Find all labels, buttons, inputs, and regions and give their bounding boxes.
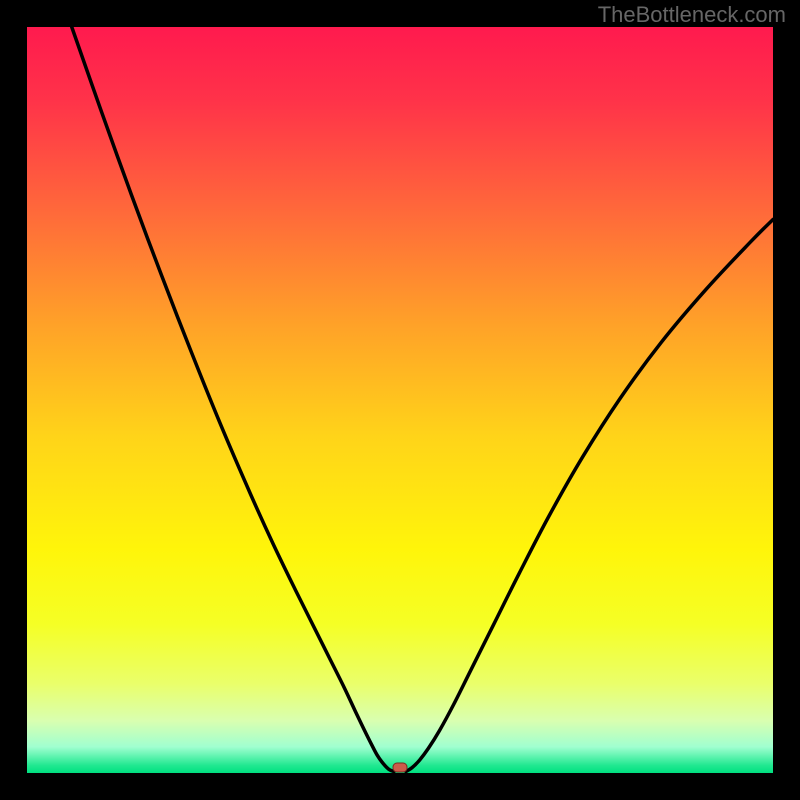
plot-area	[27, 27, 773, 773]
watermark-text: TheBottleneck.com	[598, 2, 786, 28]
